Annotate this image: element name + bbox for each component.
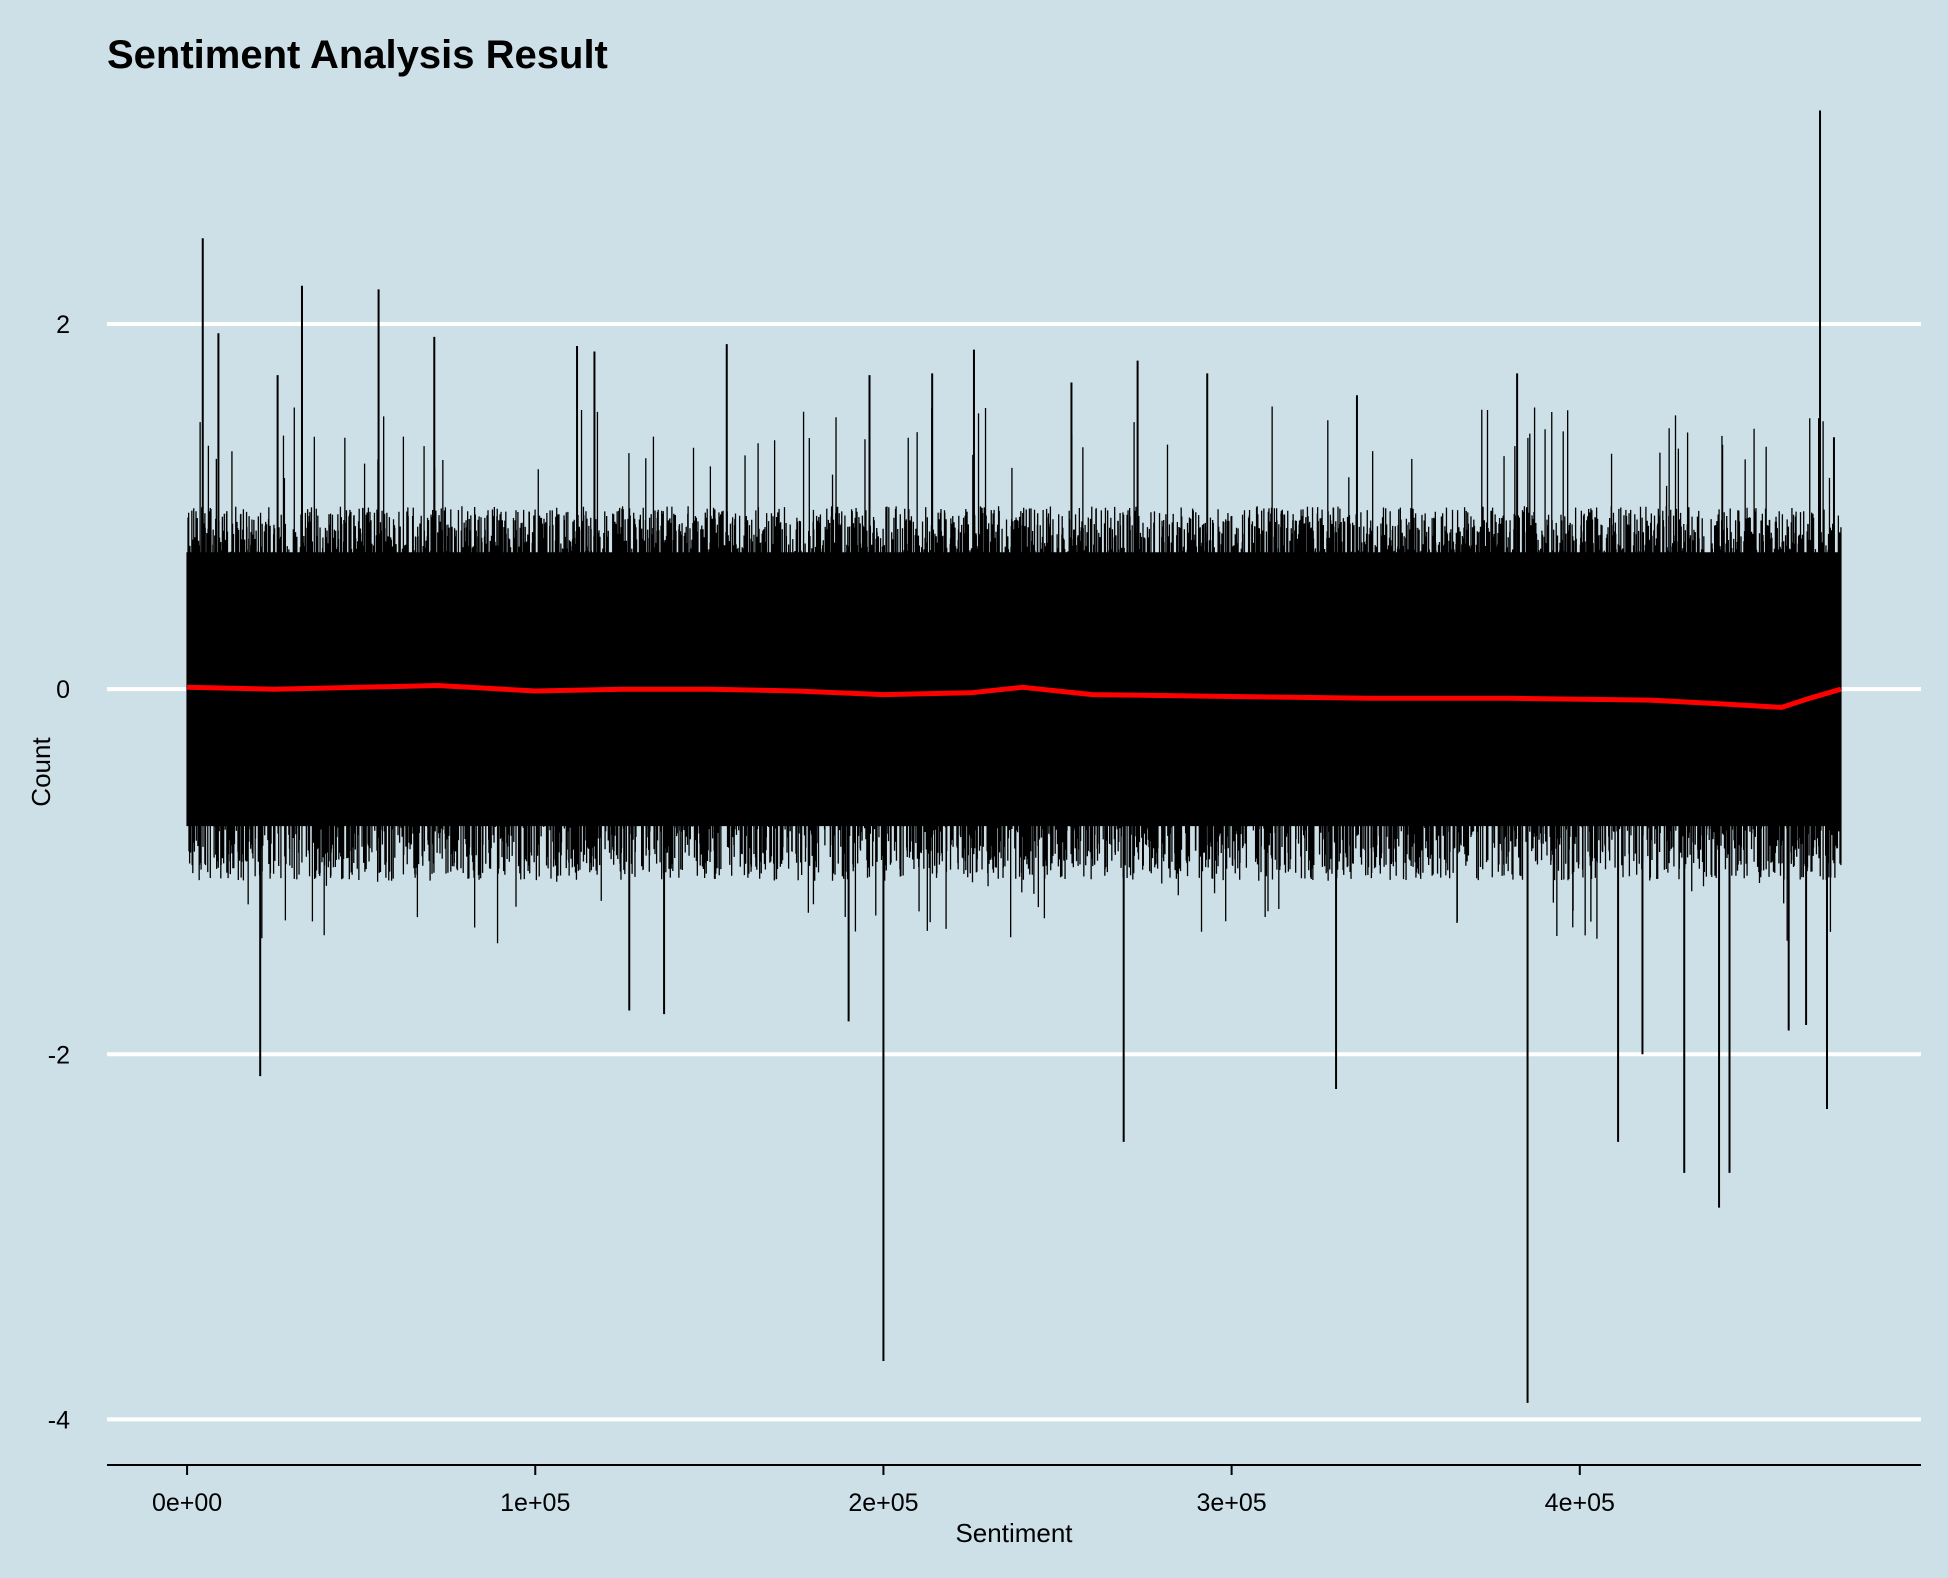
x-tick-label: 2e+05: [848, 1489, 918, 1517]
x-axis-ticks: 0e+00 1e+05 2e+05 3e+05 4e+05: [152, 1465, 1615, 1517]
x-axis-label: Sentiment: [955, 1518, 1073, 1548]
x-tick-label: 3e+05: [1197, 1489, 1267, 1517]
chart-title: Sentiment Analysis Result: [107, 33, 608, 77]
y-tick-label: 0: [56, 676, 70, 704]
x-tick-label: 1e+05: [500, 1489, 570, 1517]
trend-line: [187, 683, 1842, 710]
y-axis-label: Count: [26, 737, 56, 807]
y-tick-label: 2: [56, 311, 70, 339]
y-tick-label: -4: [48, 1406, 70, 1434]
sentiment-series: [186, 110, 1842, 1403]
x-tick-label: 4e+05: [1545, 1489, 1615, 1517]
y-axis-ticks: 2 0 -2 -4: [48, 311, 70, 1434]
x-tick-label: 0e+00: [152, 1489, 222, 1517]
y-tick-label: -2: [48, 1041, 70, 1069]
trend-series: [187, 683, 1842, 710]
